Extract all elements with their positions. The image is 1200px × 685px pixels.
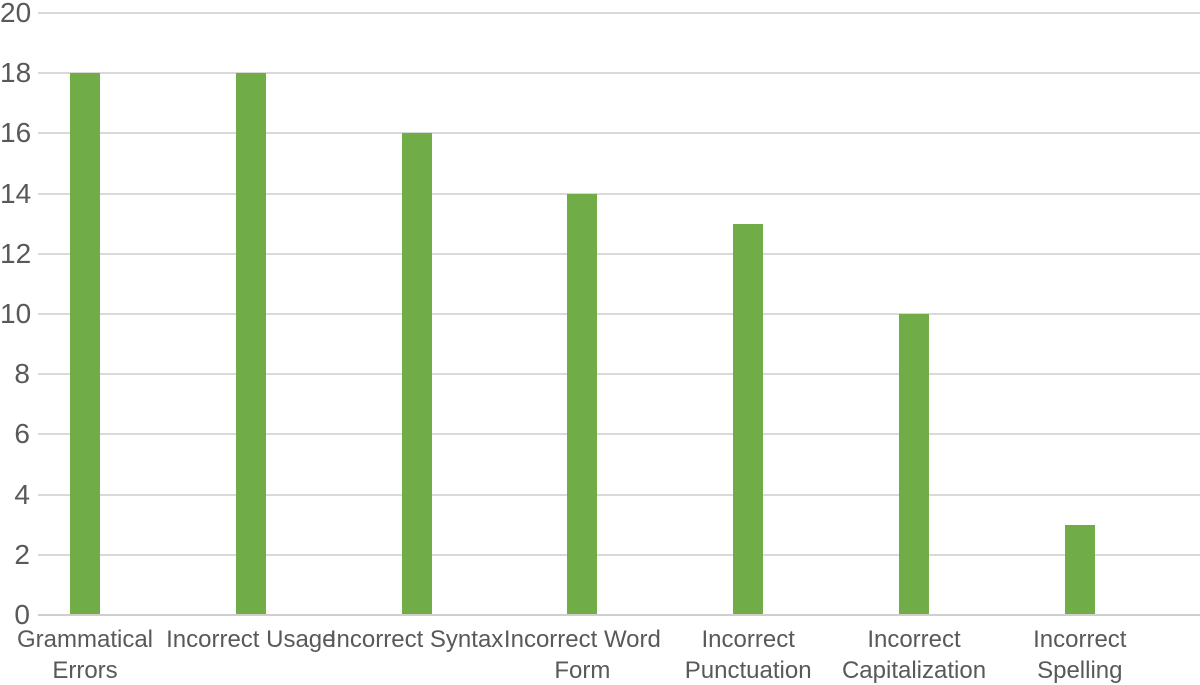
bar-incorrect-capitalization: [899, 314, 929, 615]
gridline: [38, 433, 1200, 436]
x-axis-category-label: Grammatical Errors: [16, 626, 154, 684]
bar-grammatical-errors: [70, 73, 100, 615]
y-axis-tick-label: 0: [14, 599, 30, 630]
x-axis-category-label: Incorrect Capitalization: [841, 626, 987, 684]
y-axis-tick-label: 12: [0, 237, 32, 269]
y-axis-tick-label: 8: [14, 358, 30, 390]
bar-incorrect-syntax: [401, 133, 432, 615]
y-axis-tick-label: 2: [14, 538, 30, 570]
x-axis-category-label: Incorrect Spelling: [1033, 626, 1127, 684]
y-axis-tick-label: 18: [0, 57, 32, 89]
y-axis-tick-label: 16: [0, 117, 32, 149]
gridline: [38, 252, 1200, 255]
x-axis-category-label: Incorrect Syntax: [329, 626, 504, 653]
y-axis-tick-label: 4: [14, 478, 30, 510]
gridline: [38, 72, 1200, 75]
x-axis-category-label: Incorrect Usage: [166, 626, 336, 653]
y-axis-tick-label: 10: [0, 298, 32, 329]
x-axis-line: [38, 614, 1200, 616]
y-axis-tick-label: 6: [14, 418, 30, 450]
gridline: [38, 132, 1200, 135]
bar-incorrect-usage: [235, 73, 266, 615]
plot-area: [38, 12, 1200, 615]
gridline: [38, 12, 1200, 14]
gridline: [38, 373, 1200, 376]
y-axis-tick-label: 20: [0, 0, 32, 28]
bar-incorrect-spelling: [1064, 524, 1095, 615]
gridline: [38, 553, 1200, 556]
y-axis-tick-label: 14: [0, 177, 32, 209]
gridline: [38, 192, 1200, 195]
bar-incorrect-word-form: [567, 193, 598, 615]
bar-incorrect-punctuation: [733, 223, 764, 615]
gridline: [38, 493, 1200, 496]
gridline: [38, 313, 1200, 315]
x-axis-category-label: Incorrect Word Form: [503, 626, 661, 684]
x-axis-category-label: Incorrect Punctuation: [684, 626, 812, 684]
